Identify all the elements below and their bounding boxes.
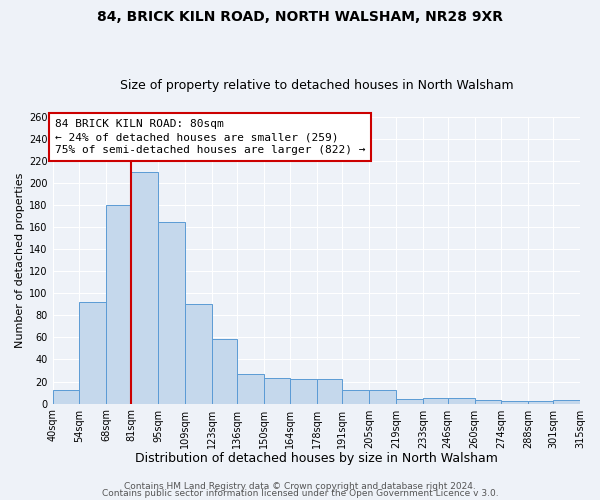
Bar	[423, 398, 448, 404]
Bar	[317, 380, 342, 404]
Text: Contains public sector information licensed under the Open Government Licence v : Contains public sector information licen…	[101, 488, 499, 498]
Bar	[158, 222, 185, 404]
Text: Contains HM Land Registry data © Crown copyright and database right 2024.: Contains HM Land Registry data © Crown c…	[124, 482, 476, 491]
Bar	[290, 380, 317, 404]
Text: 84, BRICK KILN ROAD, NORTH WALSHAM, NR28 9XR: 84, BRICK KILN ROAD, NORTH WALSHAM, NR28…	[97, 10, 503, 24]
Text: 84 BRICK KILN ROAD: 80sqm
← 24% of detached houses are smaller (259)
75% of semi: 84 BRICK KILN ROAD: 80sqm ← 24% of detac…	[55, 119, 365, 156]
Bar	[79, 302, 106, 404]
Title: Size of property relative to detached houses in North Walsham: Size of property relative to detached ho…	[119, 79, 513, 92]
Bar	[106, 205, 131, 404]
Y-axis label: Number of detached properties: Number of detached properties	[15, 172, 25, 348]
Bar	[369, 390, 396, 404]
Bar	[553, 400, 580, 404]
Bar	[237, 374, 263, 404]
Bar	[131, 172, 158, 404]
Bar	[475, 400, 502, 404]
Bar	[580, 400, 600, 404]
Bar	[396, 399, 423, 404]
Bar	[53, 390, 79, 404]
X-axis label: Distribution of detached houses by size in North Walsham: Distribution of detached houses by size …	[135, 452, 498, 465]
Bar	[263, 378, 290, 404]
Bar	[342, 390, 369, 404]
Bar	[212, 338, 237, 404]
Bar	[448, 398, 475, 404]
Bar	[185, 304, 212, 404]
Bar	[528, 402, 553, 404]
Bar	[502, 402, 528, 404]
